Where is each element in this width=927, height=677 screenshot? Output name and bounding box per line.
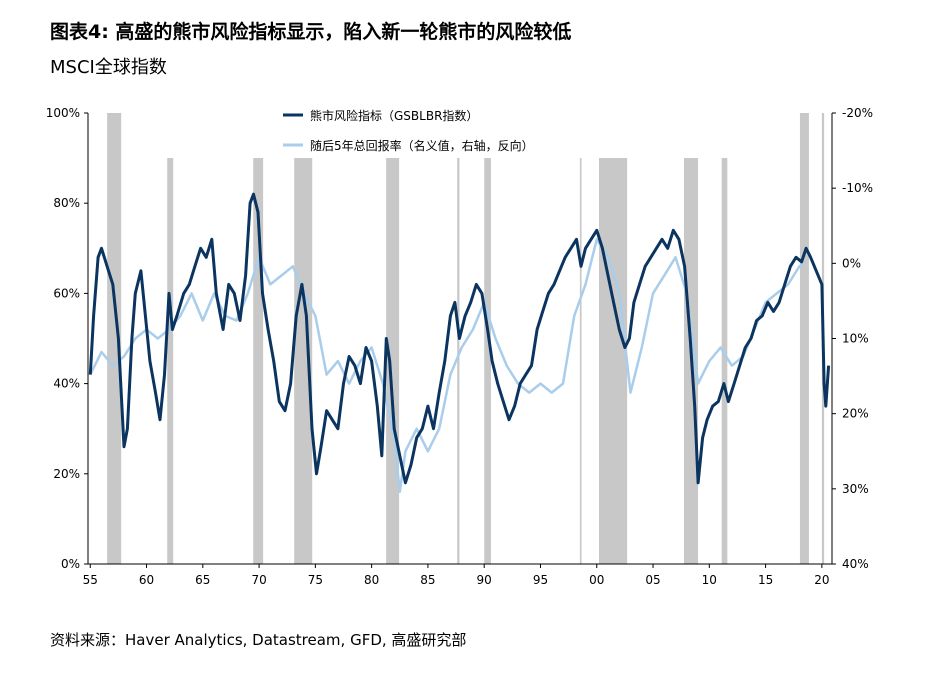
y-tick-label: 100%	[46, 106, 80, 120]
y-tick-label: 60%	[53, 286, 80, 300]
legend-label: 随后5年总回报率（名义值，右轴，反向）	[310, 138, 534, 153]
chart-title: 图表4: 高盛的熊市风险指标显示，陷入新一轮熊市的风险较低	[50, 20, 571, 43]
x-tick-label: 65	[195, 573, 210, 587]
legend-label: 熊市风险指标（GSBLBR指数）	[310, 108, 478, 123]
x-tick-label: 80	[364, 573, 379, 587]
x-tick-label: 90	[477, 573, 492, 587]
y2-tick-label: -20%	[842, 106, 873, 120]
y2-tick-label: 10%	[842, 332, 869, 346]
shaded-period	[721, 113, 728, 564]
y2-tick-label: 40%	[842, 557, 869, 571]
y2-tick-label: 30%	[842, 482, 869, 496]
x-tick-label: 75	[308, 573, 323, 587]
y2-tick-label: -10%	[842, 181, 873, 195]
x-tick-label: 85	[420, 573, 435, 587]
chart-subtitle: MSCI全球指数	[50, 57, 167, 78]
y-tick-label: 0%	[61, 557, 80, 571]
x-tick-label: 55	[83, 573, 98, 587]
x-tick-label: 95	[533, 573, 548, 587]
y-tick-label: 40%	[53, 377, 80, 391]
shaded-period	[799, 113, 809, 564]
x-tick-label: 15	[758, 573, 773, 587]
x-tick-label: 00	[589, 573, 604, 587]
shaded-period	[167, 113, 174, 564]
y2-tick-label: 20%	[842, 407, 869, 421]
series-line	[88, 192, 831, 485]
shaded-period	[107, 113, 122, 564]
shaded-period	[579, 113, 582, 564]
legend-background	[125, 113, 795, 158]
shaded-period	[294, 113, 313, 564]
x-tick-label: 10	[702, 573, 717, 587]
y2-tick-label: 0%	[842, 256, 861, 270]
shaded-period	[253, 113, 264, 564]
x-tick-label: 60	[139, 573, 154, 587]
x-tick-label: 70	[251, 573, 266, 587]
y-tick-label: 80%	[53, 196, 80, 210]
source-note: 资料来源：Haver Analytics, Datastream, GFD, 高…	[50, 631, 466, 649]
shaded-period	[386, 113, 400, 564]
x-tick-label: 05	[645, 573, 660, 587]
y-tick-label: 20%	[53, 467, 80, 481]
x-tick-label: 20	[814, 573, 829, 587]
